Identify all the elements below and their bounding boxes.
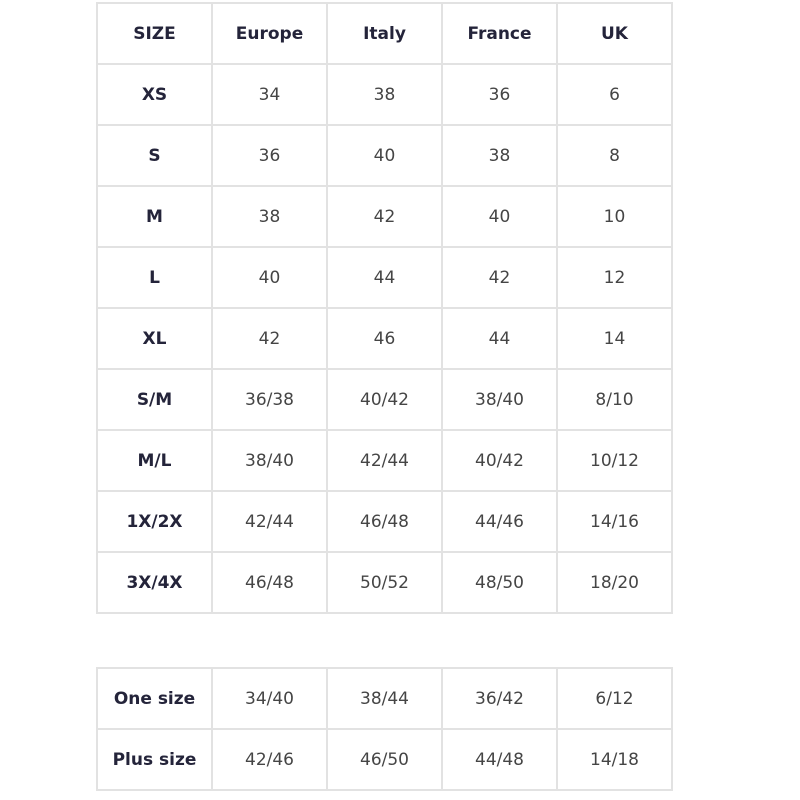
- size-value-cell: 42: [326, 185, 443, 248]
- size-value-cell: 36/38: [211, 368, 328, 431]
- size-value-cell: 40: [211, 246, 328, 309]
- size-value-cell: 38/40: [441, 368, 558, 431]
- size-value-cell: 46/50: [326, 728, 443, 791]
- size-value-cell: 46/48: [326, 490, 443, 553]
- table-row: Plus size 42/46 46/50 44/48 14/18: [96, 728, 673, 791]
- size-value-cell: 10/12: [556, 429, 673, 492]
- column-header: UK: [556, 2, 673, 65]
- size-value-cell: 46/48: [211, 551, 328, 614]
- table-row: XS 34 38 36 6: [96, 63, 673, 126]
- size-label-cell: 1X/2X: [96, 490, 213, 553]
- size-label-cell: Plus size: [96, 728, 213, 791]
- column-header: France: [441, 2, 558, 65]
- size-value-cell: 46: [326, 307, 443, 370]
- size-value-cell: 10: [556, 185, 673, 248]
- size-value-cell: 18/20: [556, 551, 673, 614]
- size-value-cell: 38/40: [211, 429, 328, 492]
- table-row: L 40 44 42 12: [96, 246, 673, 309]
- size-value-cell: 42/44: [326, 429, 443, 492]
- size-value-cell: 38: [441, 124, 558, 187]
- size-value-cell: 42: [211, 307, 328, 370]
- size-value-cell: 36: [441, 63, 558, 126]
- table-row: 3X/4X 46/48 50/52 48/50 18/20: [96, 551, 673, 614]
- table-row: XL 42 46 44 14: [96, 307, 673, 370]
- size-label-cell: L: [96, 246, 213, 309]
- column-header: SIZE: [96, 2, 213, 65]
- size-value-cell: 14/18: [556, 728, 673, 791]
- size-value-cell: 12: [556, 246, 673, 309]
- size-value-cell: 6/12: [556, 667, 673, 730]
- size-value-cell: 38/44: [326, 667, 443, 730]
- size-value-cell: 42/46: [211, 728, 328, 791]
- size-value-cell: 44: [441, 307, 558, 370]
- size-label-cell: XS: [96, 63, 213, 126]
- size-label-cell: S: [96, 124, 213, 187]
- size-value-cell: 44/46: [441, 490, 558, 553]
- table-row: M/L 38/40 42/44 40/42 10/12: [96, 429, 673, 492]
- size-value-cell: 50/52: [326, 551, 443, 614]
- size-value-cell: 44/48: [441, 728, 558, 791]
- size-label-cell: M: [96, 185, 213, 248]
- size-value-cell: 42: [441, 246, 558, 309]
- size-label-cell: One size: [96, 667, 213, 730]
- size-value-cell: 42/44: [211, 490, 328, 553]
- size-value-cell: 8/10: [556, 368, 673, 431]
- size-value-cell: 34: [211, 63, 328, 126]
- size-value-cell: 36/42: [441, 667, 558, 730]
- size-value-cell: 34/40: [211, 667, 328, 730]
- size-value-cell: 14: [556, 307, 673, 370]
- size-label-cell: M/L: [96, 429, 213, 492]
- table-row: One size 34/40 38/44 36/42 6/12: [96, 667, 673, 730]
- table-row: M 38 42 40 10: [96, 185, 673, 248]
- size-label-cell: S/M: [96, 368, 213, 431]
- size-value-cell: 40: [326, 124, 443, 187]
- size-value-cell: 48/50: [441, 551, 558, 614]
- size-value-cell: 40/42: [326, 368, 443, 431]
- size-label-cell: XL: [96, 307, 213, 370]
- size-value-cell: 38: [326, 63, 443, 126]
- size-value-cell: 6: [556, 63, 673, 126]
- size-value-cell: 36: [211, 124, 328, 187]
- header-row: SIZE Europe Italy France UK: [96, 2, 673, 65]
- table-row: S/M 36/38 40/42 38/40 8/10: [96, 368, 673, 431]
- column-header: Italy: [326, 2, 443, 65]
- size-value-cell: 38: [211, 185, 328, 248]
- table-row: 1X/2X 42/44 46/48 44/46 14/16: [96, 490, 673, 553]
- size-value-cell: 40: [441, 185, 558, 248]
- size-value-cell: 40/42: [441, 429, 558, 492]
- one-plus-size-table: One size 34/40 38/44 36/42 6/12 Plus size 42/4…: [96, 667, 673, 791]
- size-chart-table: SIZE Europe Italy France UK XS 34 38 36 6 S 36 40 38 8…: [96, 2, 673, 614]
- size-value-cell: 44: [326, 246, 443, 309]
- column-header: Europe: [211, 2, 328, 65]
- size-value-cell: 8: [556, 124, 673, 187]
- size-label-cell: 3X/4X: [96, 551, 213, 614]
- size-value-cell: 14/16: [556, 490, 673, 553]
- table-row: S 36 40 38 8: [96, 124, 673, 187]
